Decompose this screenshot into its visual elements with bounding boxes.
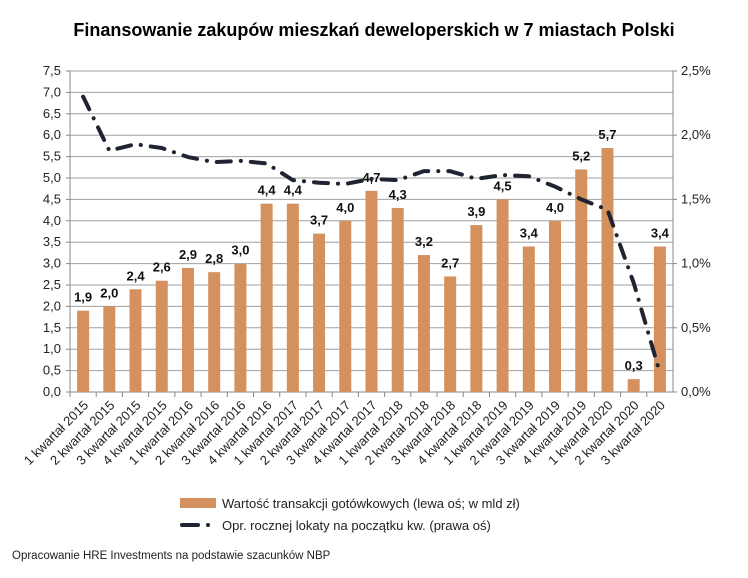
source-footer: Opracowanie HRE Investments na podstawie… bbox=[12, 550, 331, 562]
y-right-tick-label: 0,0% bbox=[681, 384, 711, 399]
legend: Wartość transakcji gotówkowych (lewa oś;… bbox=[180, 492, 520, 536]
y-right-tick-label: 2,0% bbox=[681, 127, 711, 142]
bar-data-label: 3,4 bbox=[651, 225, 670, 240]
legend-swatch-bars bbox=[180, 498, 216, 508]
bar bbox=[286, 203, 299, 392]
bar-data-label: 2,8 bbox=[205, 251, 223, 266]
y-left-tick-label: 2,5 bbox=[43, 277, 61, 292]
legend-label-bars: Wartość transakcji gotówkowych (lewa oś;… bbox=[222, 495, 520, 511]
y-left-tick-label: 3,5 bbox=[43, 234, 61, 249]
bar bbox=[208, 272, 221, 392]
bar-data-label: 4,3 bbox=[389, 187, 407, 202]
line-series bbox=[81, 94, 662, 375]
y-right-tick-label: 2,5% bbox=[681, 63, 711, 78]
bar bbox=[653, 246, 666, 392]
bar-data-label: 4,5 bbox=[494, 178, 512, 193]
y-left-tick-label: 4,5 bbox=[43, 191, 61, 206]
bar-data-label: 2,7 bbox=[441, 255, 459, 270]
bar bbox=[103, 306, 116, 392]
bar bbox=[549, 220, 562, 392]
bar bbox=[417, 255, 430, 392]
bar bbox=[627, 379, 640, 392]
bar-data-label: 2,6 bbox=[153, 260, 171, 275]
y-left-tick-label: 6,0 bbox=[43, 127, 61, 142]
bar bbox=[181, 267, 194, 392]
bar bbox=[601, 148, 614, 392]
bar-data-label: 5,7 bbox=[598, 127, 616, 142]
bar bbox=[234, 263, 247, 392]
bar-data-label: 3,9 bbox=[467, 204, 485, 219]
legend-swatch-line bbox=[180, 523, 210, 527]
bar-data-label: 4,0 bbox=[546, 200, 564, 215]
bar-data-label: 3,0 bbox=[231, 243, 249, 258]
y-left-tick-label: 6,5 bbox=[43, 106, 61, 121]
chart-title: Finansowanie zakupów mieszkań dewelopers… bbox=[73, 20, 675, 40]
bar-data-label: 3,4 bbox=[520, 225, 539, 240]
y-left-tick-label: 3,0 bbox=[43, 256, 61, 271]
legend-label-line: Opr. rocznej lokaty na początku kw. (pra… bbox=[222, 517, 491, 533]
bar bbox=[444, 276, 457, 392]
bar-data-label: 1,9 bbox=[74, 290, 92, 305]
legend-item-line: Opr. rocznej lokaty na początku kw. (pra… bbox=[180, 514, 520, 536]
y-right-tick-label: 1,0% bbox=[681, 256, 711, 271]
bar bbox=[260, 203, 273, 392]
bar-data-label: 4,4 bbox=[284, 183, 303, 198]
bar bbox=[129, 289, 142, 392]
y-left-tick-label: 5,5 bbox=[43, 149, 61, 164]
legend-item-bars: Wartość transakcji gotówkowych (lewa oś;… bbox=[180, 492, 520, 514]
y-left-tick-label: 1,0 bbox=[43, 341, 61, 356]
bar bbox=[77, 310, 90, 392]
y-left-tick-label: 0,5 bbox=[43, 363, 61, 378]
bar bbox=[391, 207, 404, 392]
bar-data-label: 4,0 bbox=[336, 200, 354, 215]
bar bbox=[470, 225, 483, 392]
y-left-tick-label: 0,0 bbox=[43, 384, 61, 399]
y-right-tick-label: 1,5% bbox=[681, 191, 711, 206]
bar bbox=[155, 280, 168, 392]
y-left-tick-label: 7,0 bbox=[43, 84, 61, 99]
bar bbox=[313, 233, 326, 392]
bar bbox=[575, 169, 588, 392]
bar bbox=[496, 199, 509, 392]
bar-data-label: 5,2 bbox=[572, 148, 590, 163]
bar-data-label: 0,3 bbox=[625, 358, 643, 373]
y-left-tick-label: 7,5 bbox=[43, 63, 61, 78]
bar bbox=[522, 246, 535, 392]
bar bbox=[365, 190, 378, 392]
y-left-tick-label: 2,0 bbox=[43, 298, 61, 313]
bar bbox=[339, 220, 352, 392]
bar-data-label: 2,9 bbox=[179, 247, 197, 262]
bar-data-label: 4,4 bbox=[258, 183, 277, 198]
y-left-tick-label: 1,5 bbox=[43, 320, 61, 335]
bar-data-label: 2,4 bbox=[127, 268, 146, 283]
y-left-tick-label: 5,0 bbox=[43, 170, 61, 185]
bar-data-label: 2,0 bbox=[100, 285, 118, 300]
y-left-tick-label: 4,0 bbox=[43, 213, 61, 228]
bar-data-label: 3,2 bbox=[415, 234, 433, 249]
y-right-tick-label: 0,5% bbox=[681, 320, 711, 335]
bar-data-label: 3,7 bbox=[310, 213, 328, 228]
